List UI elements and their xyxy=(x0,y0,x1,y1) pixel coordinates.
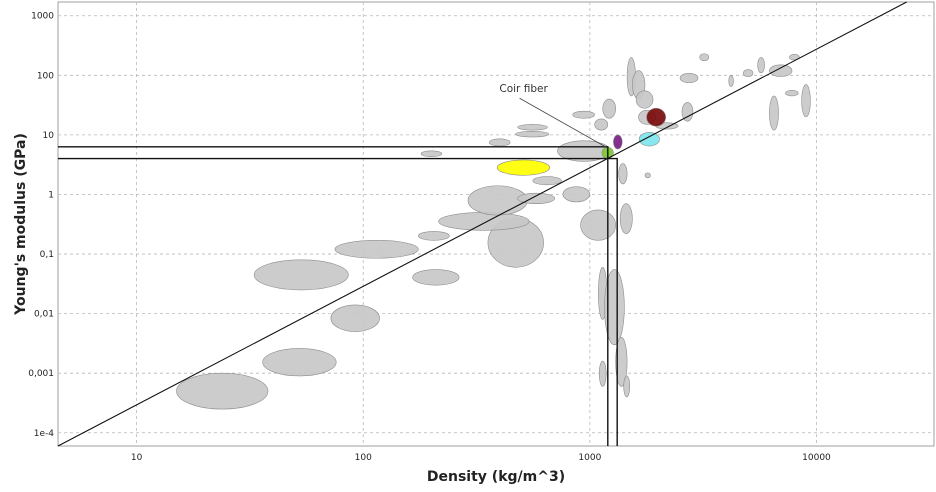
material-bubble xyxy=(613,134,623,150)
x-tick-label: 10 xyxy=(131,453,143,463)
y-tick-label: 10 xyxy=(43,131,55,141)
material-bubble xyxy=(757,57,765,74)
y-axis-title: Young's modulus (GPa) xyxy=(13,133,29,316)
guide-line xyxy=(57,1,907,447)
y-tick-label: 100 xyxy=(37,71,54,81)
y-tick-label: 0,01 xyxy=(34,310,54,320)
plot-frame xyxy=(57,1,935,447)
material-bubble xyxy=(615,337,628,387)
highlight-line xyxy=(58,157,618,446)
x-tick-label: 100 xyxy=(355,453,372,463)
material-bubble xyxy=(604,269,625,346)
material-bubble xyxy=(644,172,651,179)
y-tick-label: 1 xyxy=(48,190,54,200)
material-bubble xyxy=(769,64,793,77)
material-bubble xyxy=(517,124,548,131)
material-bubble xyxy=(618,163,628,185)
x-tick-labels: 10 100 1000 10000 xyxy=(131,453,831,463)
material-bubble xyxy=(699,53,710,62)
material-bubble xyxy=(420,150,443,158)
material-bubble xyxy=(742,69,754,77)
y-tick-label: 1e-4 xyxy=(34,429,55,439)
material-bubble xyxy=(801,84,811,118)
material-bubble xyxy=(334,240,419,259)
x-axis-title: Density (kg/m^3) xyxy=(427,469,565,485)
material-bubble xyxy=(598,360,607,387)
material-bubble xyxy=(262,348,337,377)
bubble-layer xyxy=(176,53,811,410)
annotation-layer: Coir fiber xyxy=(499,83,608,149)
material-bubble xyxy=(789,54,800,61)
x-tick-label: 1000 xyxy=(578,453,601,463)
y-tick-label: 1000 xyxy=(31,12,54,22)
material-bubble xyxy=(679,73,699,84)
material-bubble xyxy=(330,304,380,332)
y-tick-label: 0,1 xyxy=(40,250,54,260)
material-bubble xyxy=(769,95,779,131)
material-bubble xyxy=(646,107,666,127)
material-bubble xyxy=(418,231,450,241)
highlight-line xyxy=(58,146,609,446)
material-bubble xyxy=(635,90,654,109)
material-bubble xyxy=(496,159,551,176)
material-bubble xyxy=(515,130,550,138)
material-bubble xyxy=(572,110,595,119)
material-bubble xyxy=(489,138,511,147)
material-bubble xyxy=(681,102,694,122)
y-tick-label: 0,001 xyxy=(28,369,54,379)
material-bubble xyxy=(532,176,562,186)
material-bubble xyxy=(638,132,660,147)
coir-fiber-label: Coir fiber xyxy=(499,83,548,95)
material-bubble xyxy=(728,75,734,87)
material-bubble xyxy=(580,209,616,241)
material-bubble xyxy=(176,372,269,410)
line-layer xyxy=(57,1,907,447)
material-bubble xyxy=(562,186,591,203)
annotation-pointer xyxy=(519,97,608,149)
material-bubble xyxy=(253,259,349,291)
y-tick-labels: 1e-4 0,001 0,01 0,1 1 10 100 1000 xyxy=(28,12,54,439)
material-bubble xyxy=(438,212,530,231)
material-bubble xyxy=(619,203,633,234)
material-bubble xyxy=(785,90,799,97)
material-bubble xyxy=(412,269,460,286)
material-bubble xyxy=(594,118,609,131)
material-bubble xyxy=(602,98,616,119)
material-bubble xyxy=(623,375,631,398)
x-tick-label: 10000 xyxy=(802,453,831,463)
